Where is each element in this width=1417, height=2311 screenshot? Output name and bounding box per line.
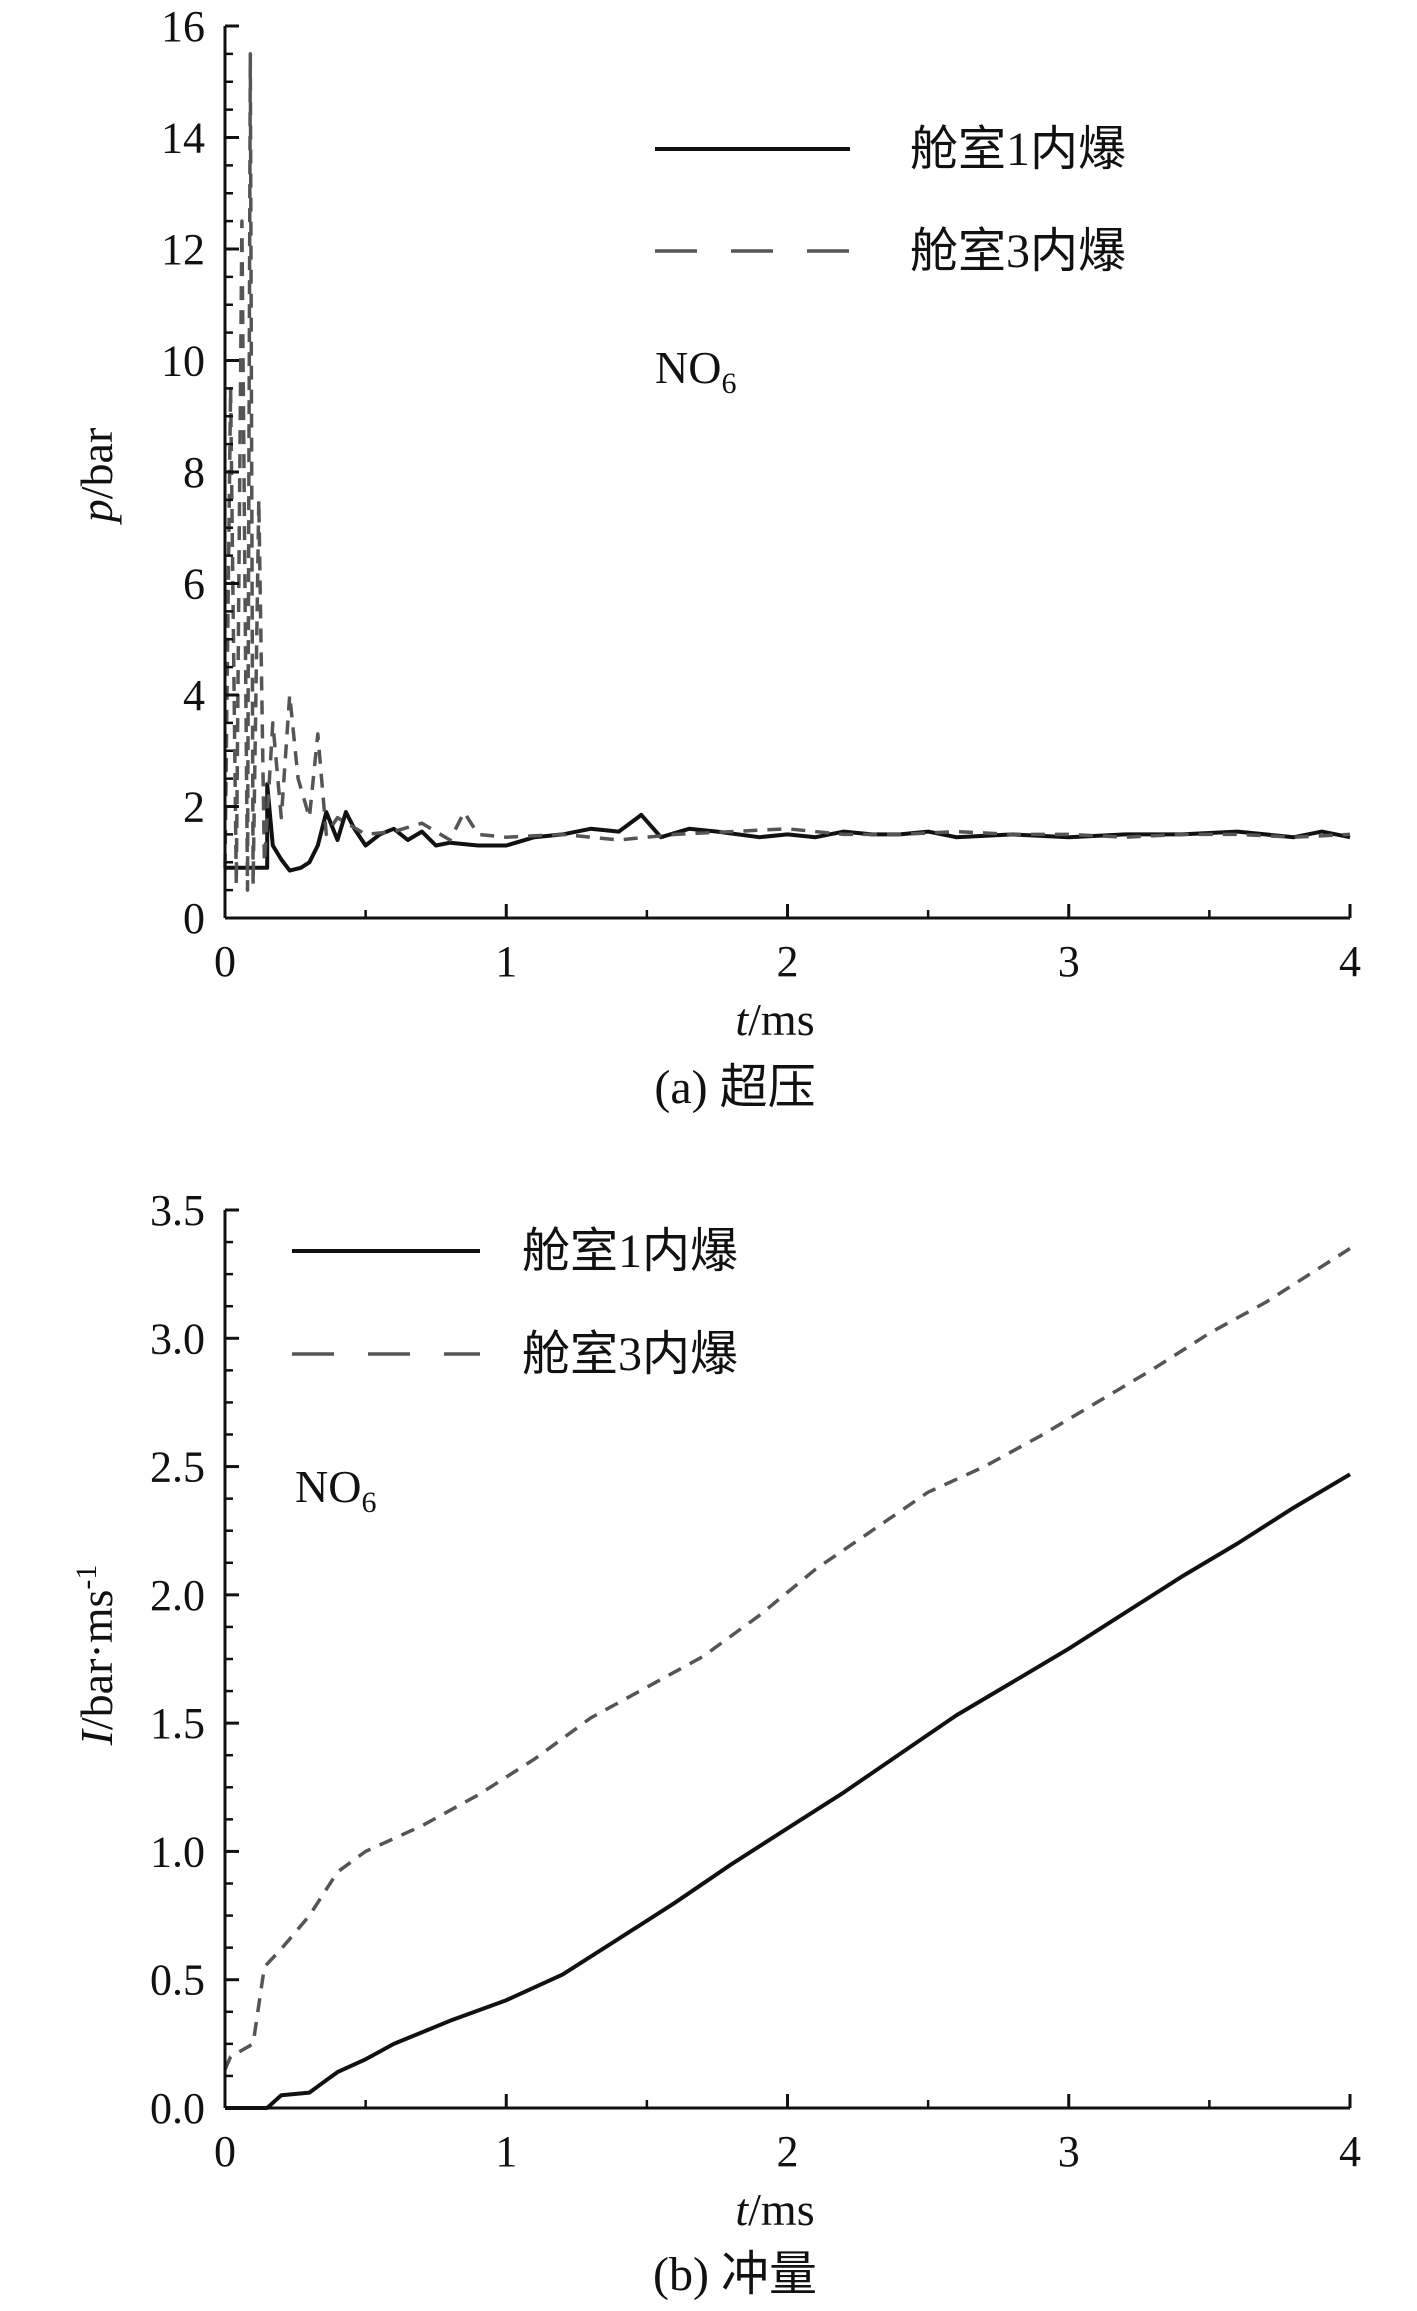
x-tick-label: 3 <box>1058 2127 1080 2176</box>
annotation-label: NO6 <box>655 342 736 400</box>
y-tick-label: 6 <box>183 560 205 609</box>
legend-label-1: 舱室1内爆 <box>910 123 1126 176</box>
x-tick-label: 4 <box>1339 2127 1361 2176</box>
y-axis-unit: /bar <box>71 428 122 500</box>
y-tick-label: 2.5 <box>150 1443 205 1492</box>
x-tick-label: 0 <box>214 937 236 986</box>
x-tick-label: 4 <box>1339 937 1361 986</box>
x-tick-label: 2 <box>777 2127 799 2176</box>
x-axis-label: t/ms <box>735 994 814 1045</box>
legend-label-2: 舱室3内爆 <box>522 1328 738 1381</box>
x-axis-label: t/ms <box>735 2184 814 2235</box>
annotation-subscript: 6 <box>361 1486 376 1519</box>
annotation-text: NO <box>655 342 721 393</box>
y-axis-unit: /bar·ms <box>71 1590 122 1731</box>
y-axis-label: p/bar <box>71 428 122 526</box>
x-tick-label: 0 <box>214 2127 236 2176</box>
y-tick-label: 0.5 <box>150 1956 205 2005</box>
x-tick-label: 1 <box>495 937 517 986</box>
annotation-text: NO <box>295 1461 361 1512</box>
y-tick-label: 4 <box>183 671 205 720</box>
x-axis-variable: t <box>735 994 749 1045</box>
y-axis-label: I/bar·ms-1 <box>70 1565 122 1747</box>
panel-overpressure: 0 1 2 3 40246810121416t/msp/bar舱室1内爆舱室3内爆NO6… <box>71 2 1361 1114</box>
x-tick-label: 2 <box>777 937 799 986</box>
y-tick-label: 0 <box>183 894 205 943</box>
y-tick-label: 0.0 <box>150 2084 205 2133</box>
panel-caption: (b) 冲量 <box>653 2248 817 2301</box>
x-axis-variable: t <box>735 2184 749 2235</box>
x-tick-label: 3 <box>1058 937 1080 986</box>
series-line-1 <box>225 1472 1352 2110</box>
y-tick-label: 3.0 <box>150 1314 205 1363</box>
y-tick-label: 16 <box>161 2 205 51</box>
x-axis-unit: /ms <box>748 2184 814 2235</box>
y-axis-variable: I <box>71 1727 122 1746</box>
annotation-label: NO6 <box>295 1461 376 1519</box>
y-axis-unit-exponent: -1 <box>70 1565 103 1590</box>
series-line-2 <box>223 52 1351 892</box>
legend-label-2: 舱室3内爆 <box>910 225 1126 278</box>
series-line-1 <box>225 782 1351 873</box>
series-line-2 <box>223 1247 1351 2071</box>
y-tick-label: 12 <box>161 225 205 274</box>
legend-label-1: 舱室1内爆 <box>522 1225 738 1278</box>
y-tick-label: 1.5 <box>150 1699 205 1748</box>
annotation-subscript: 6 <box>721 367 736 400</box>
y-tick-label: 3.5 <box>150 1186 205 1235</box>
y-tick-label: 2.0 <box>150 1571 205 1620</box>
y-tick-label: 1.0 <box>150 1827 205 1876</box>
y-tick-label: 14 <box>161 114 205 163</box>
y-tick-label: 2 <box>183 783 205 832</box>
x-tick-label: 1 <box>495 2127 517 2176</box>
y-axis-variable: p <box>71 499 122 525</box>
panel-caption: (a) 超压 <box>654 1061 815 1114</box>
y-tick-label: 8 <box>183 448 205 497</box>
panel-impulse: 0 1 2 3 4 0.0 0.5 1.0 1.5 2.0 2.5 3.0 3.5 t/ms I/bar·m… <box>70 1186 1361 2301</box>
y-tick-label: 10 <box>161 337 205 386</box>
x-axis-unit: /ms <box>748 994 814 1045</box>
